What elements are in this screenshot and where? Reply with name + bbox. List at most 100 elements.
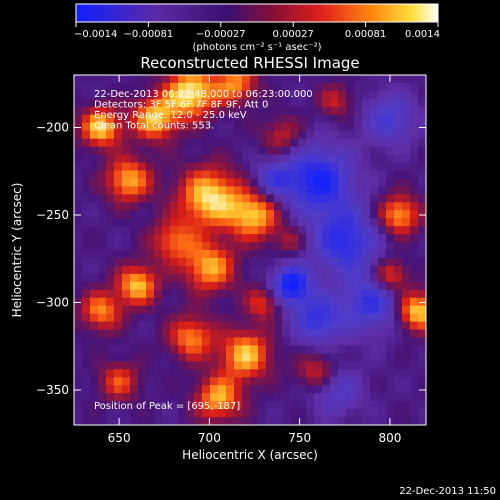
heatmap-cell [234,154,243,163]
heatmap-cell [258,154,267,163]
heatmap-cell [394,289,403,299]
heatmap-cell [338,154,347,163]
heatmap-cell [386,226,395,235]
heatmap-cell [154,186,163,195]
heatmap-cell [274,297,283,307]
heatmap-cell [106,345,115,354]
heatmap-cell [90,257,99,267]
annotation-line: 22-Dec-2013 06:22:48.000 to 06:23:00.000 [94,89,313,100]
heatmap-cell [314,178,323,187]
heatmap-cell [146,281,155,291]
heatmap-cell [370,202,379,211]
heatmap-cell [114,257,123,267]
heatmap-cell [298,281,307,291]
heatmap-cell [402,90,411,100]
heatmap-cell [250,82,259,92]
heatmap-cell [218,377,227,386]
heatmap-cell [330,417,339,425]
heatmap-cell [378,242,387,251]
heatmap-cell [194,265,203,275]
heatmap-cell [410,393,419,402]
heatmap-cell [170,242,179,251]
y-axis-label: Heliocentric Y (arcsec) [10,183,24,318]
heatmap-cell [146,337,155,346]
heatmap-cell [306,114,315,124]
heatmap-cell [418,250,426,259]
heatmap-cell [138,234,147,243]
heatmap-cell [370,401,379,410]
heatmap-cell [370,417,379,425]
heatmap-cell [258,146,267,155]
heatmap-cell [402,265,411,275]
heatmap-cell [418,202,426,211]
heatmap-cell [402,82,411,92]
heatmap-cell [98,82,107,92]
heatmap-cell [154,385,163,394]
heatmap-cell [162,377,171,386]
heatmap-cell [202,138,211,147]
heatmap-cell [282,289,291,299]
heatmap-cell [362,321,371,330]
heatmap-cell [418,345,426,354]
heatmap-cell [394,186,403,195]
heatmap-cell [266,90,275,100]
heatmap-cell [338,409,347,418]
heatmap-cell [346,130,355,140]
heatmap-cell [114,82,123,92]
heatmap-cell [210,154,219,163]
heatmap-cell [410,210,419,219]
heatmap-cell [242,265,251,275]
heatmap-cell [274,226,283,235]
heatmap-cell [306,273,315,283]
heatmap-cell [106,234,115,243]
heatmap-cell [98,154,107,163]
heatmap-cell [378,170,387,179]
heatmap-cell [162,289,171,299]
heatmap-cell [394,281,403,291]
heatmap-cell [130,202,139,211]
heatmap-cell [146,154,155,163]
heatmap-cell [162,361,171,370]
heatmap-cell [122,162,131,171]
heatmap-cell [162,417,171,425]
heatmap-cell [202,257,211,267]
heatmap-cell [146,289,155,299]
heatmap-cell [338,281,347,291]
heatmap-cell [242,393,251,402]
heatmap-cell [170,345,179,354]
colorbar-tick-label: −0.00027 [196,29,246,40]
heatmap-cell [226,186,235,195]
heatmap-cell [362,202,371,211]
heatmap-cell [250,170,259,179]
heatmap-cell [338,257,347,267]
heatmap-cell [218,313,227,322]
heatmap-cell [90,409,99,418]
heatmap-cell [258,218,267,227]
annotation-block: 22-Dec-2013 06:22:48.000 to 06:23:00.000… [94,89,313,132]
heatmap-cell [410,162,419,171]
heatmap-cell [242,178,251,187]
heatmap-cell [354,321,363,330]
heatmap-cell [154,154,163,163]
heatmap-cell [226,82,235,92]
heatmap-cell [370,273,379,283]
heatmap-cell [362,162,371,171]
heatmap-cell [218,417,227,425]
y-tick-label: −300 [36,296,69,310]
heatmap-cell [186,321,195,330]
heatmap-cell [354,114,363,124]
heatmap-cell [210,273,219,283]
heatmap-cell [386,289,395,299]
heatmap-cell [74,146,83,155]
heatmap-cell [298,82,307,92]
heatmap-cell [418,377,426,386]
heatmap-cell [122,321,131,330]
heatmap-cell [402,202,411,211]
heatmap-cell [394,90,403,100]
heatmap-cell [418,385,426,394]
heatmap-cell [114,401,123,410]
heatmap-cell [266,186,275,195]
heatmap-cell [410,122,419,132]
heatmap-cell [258,369,267,378]
heatmap-cell [154,289,163,299]
